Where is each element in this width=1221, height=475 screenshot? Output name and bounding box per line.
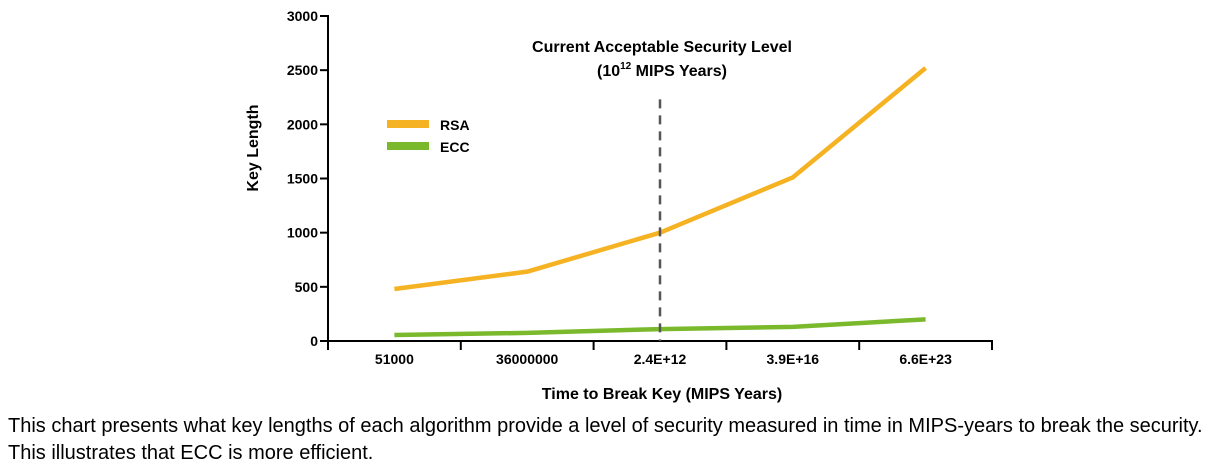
y-tick-label: 1500	[287, 171, 318, 187]
annotation-unit: MIPS Years	[631, 63, 722, 80]
y-tick-label: 3000	[287, 8, 318, 24]
y-axis-ticks: 0 500 1000 1500 2000 2500 3000	[287, 8, 328, 349]
annotation-exponent: 12	[620, 61, 632, 72]
x-axis-title: Time to Break Key (MIPS Years)	[542, 386, 782, 403]
line-chart: 0 500 1000 1500 2000 2500 3000 51000 36000000 2.…	[245, 8, 993, 403]
x-tick-label: 2.4E+12	[634, 351, 687, 367]
annotation-line-1: Current Acceptable Security Level	[532, 39, 792, 56]
legend-swatch-ecc	[387, 142, 429, 150]
annotation-close-paren: )	[722, 63, 727, 80]
legend-swatch-rsa	[387, 120, 429, 128]
x-tick-label: 36000000	[496, 351, 559, 367]
legend: RSA ECC	[387, 117, 470, 155]
annotation-base: 10	[602, 63, 620, 80]
x-tick-label: 6.6E+23	[899, 351, 952, 367]
x-axis-ticks: 51000 36000000 2.4E+12 3.9E+16 6.6E+23	[327, 341, 993, 367]
y-axis-title: Key Length	[245, 104, 262, 191]
y-tick-label: 0	[310, 333, 318, 349]
legend-label-rsa: RSA	[440, 117, 470, 133]
legend-label-ecc: ECC	[440, 139, 470, 155]
x-tick-label: 51000	[375, 351, 414, 367]
y-tick-label: 500	[295, 279, 319, 295]
y-tick-label: 1000	[287, 225, 318, 241]
annotation-open-paren: (	[597, 63, 603, 80]
x-tick-label: 3.9E+16	[767, 351, 820, 367]
chart-caption: This chart presents what key lengths of …	[8, 415, 1203, 464]
y-tick-label: 2000	[287, 116, 318, 132]
y-tick-label: 2500	[287, 62, 318, 78]
annotation-line-2: (1012 MIPS Years)	[597, 61, 727, 80]
